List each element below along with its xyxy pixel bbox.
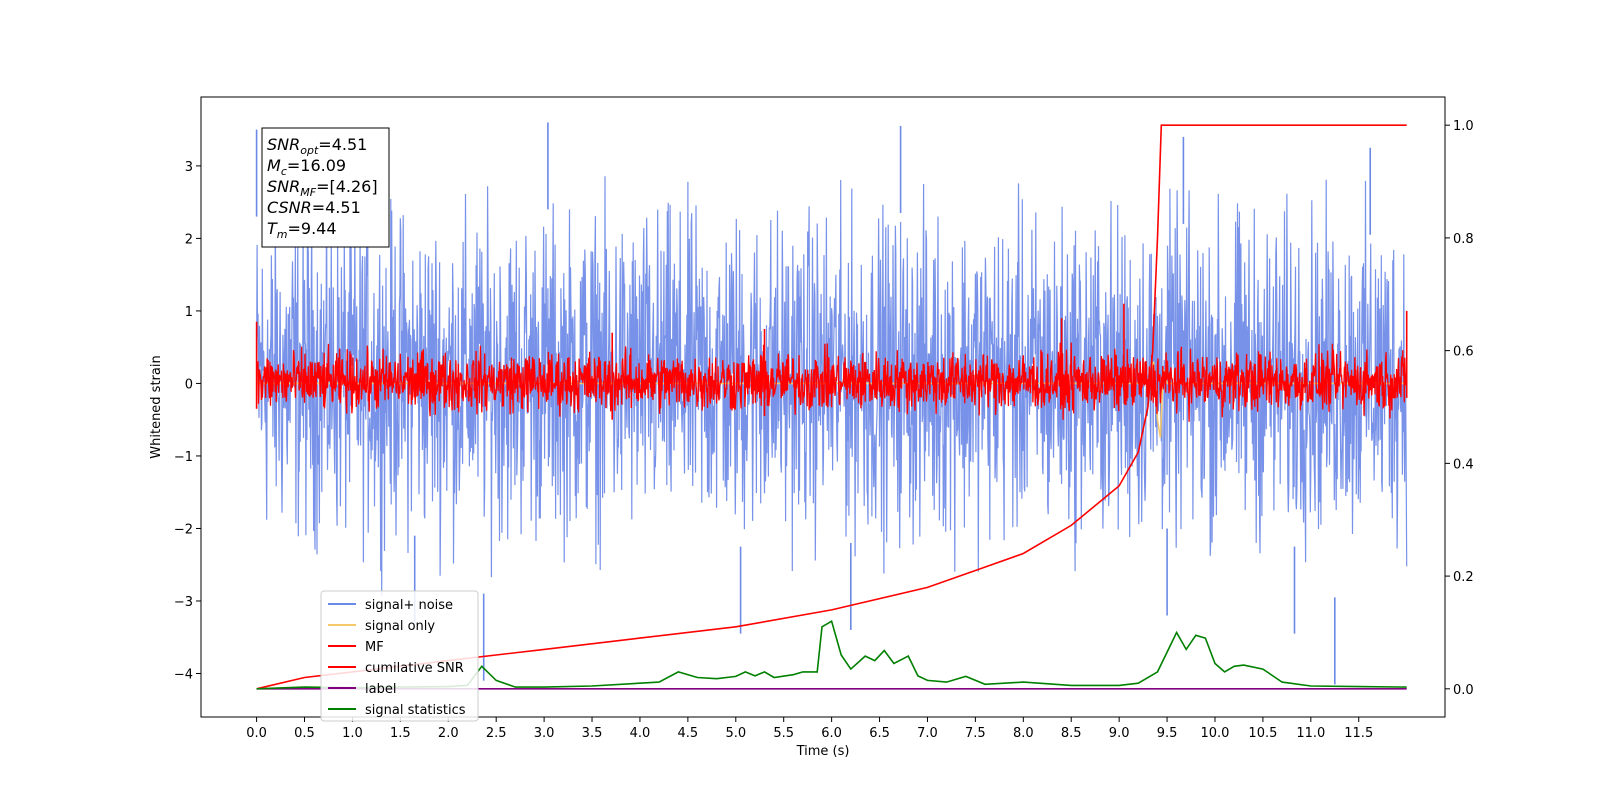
y-tick-label-2: −2 — [174, 522, 193, 537]
info-box: SNRopt=4.51Mc=16.09SNRMF=[4.26]CSNR=4.51… — [261, 127, 390, 248]
x-tick-label-2: 1.0 — [342, 726, 363, 741]
x-tick-label-5: 2.5 — [486, 726, 507, 741]
legend-label-4: label — [365, 682, 396, 697]
series-line-5 — [256, 619, 1407, 690]
y-tick-label-6: 2 — [185, 232, 193, 247]
x-axis-label: Time (s) — [796, 744, 850, 759]
series-line-0 — [256, 168, 1408, 597]
legend: signal+ noise signal only MF cumilative SNR… — [320, 590, 479, 722]
legend-frame — [320, 590, 479, 722]
x-tick-label-10: 5.0 — [725, 726, 746, 741]
y2-tick-label-4: 0.8 — [1453, 232, 1474, 247]
x-tick-label-18: 9.0 — [1109, 726, 1130, 741]
y-tick-label-4: 0 — [185, 377, 193, 392]
y-axis-label: Whitened strain — [149, 355, 164, 458]
info-line-2: SNRMF=[4.26] — [267, 177, 378, 199]
legend-label-2: MF — [365, 640, 384, 655]
legend-label-3: cumilative SNR — [365, 661, 464, 676]
y-tick-label-1: −3 — [174, 595, 193, 610]
y2-tick-label-2: 0.4 — [1453, 457, 1474, 472]
x-tick-label-3: 1.5 — [390, 726, 411, 741]
x-tick-label-22: 11.0 — [1296, 726, 1325, 741]
info-line-0: SNRopt=4.51 — [267, 135, 367, 157]
info-line-1: Mc=16.09 — [267, 156, 346, 178]
x-tick-label-0: 0.0 — [246, 726, 267, 741]
info-line-3: CSNR=4.51 — [267, 198, 361, 217]
y-axis: −4 −3 −2 −1 0 1 2 3 — [174, 160, 201, 682]
x-tick-label-9: 4.5 — [678, 726, 699, 741]
x-tick-label-20: 10.0 — [1201, 726, 1230, 741]
x-tick-label-6: 3.0 — [534, 726, 555, 741]
legend-label-1: signal only — [365, 619, 435, 634]
y-tick-label-3: −1 — [174, 450, 193, 465]
series-line-2 — [255, 342, 1408, 422]
legend-label-5: signal statistics — [365, 703, 466, 718]
x-tick-label-17: 8.5 — [1061, 726, 1082, 741]
x-tick-label-13: 6.5 — [869, 726, 890, 741]
x-tick-label-1: 0.5 — [294, 726, 315, 741]
y2-axis-right: 0.0 0.2 0.4 0.6 0.8 1.0 — [1445, 119, 1474, 698]
y2-tick-label-3: 0.6 — [1453, 345, 1474, 360]
x-tick-label-16: 8.0 — [1013, 726, 1034, 741]
x-tick-label-14: 7.0 — [917, 726, 938, 741]
x-axis: 0.0 0.5 1.0 1.5 2.0 2.5 3.0 3.5 4.0 4.5 5.0 5.5 6.0 6… — [246, 717, 1373, 741]
legend-label-0: signal+ noise — [365, 598, 453, 613]
info-box-frame — [261, 127, 390, 248]
x-tick-label-4: 2.0 — [438, 726, 459, 741]
y2-tick-label-1: 0.2 — [1453, 570, 1474, 585]
y2-tick-label-0: 0.0 — [1453, 683, 1474, 698]
x-tick-label-19: 9.5 — [1157, 726, 1178, 741]
x-tick-label-12: 6.0 — [821, 726, 842, 741]
info-line-4: Tm=9.44 — [267, 219, 337, 241]
x-tick-label-21: 10.5 — [1248, 726, 1277, 741]
x-tick-label-23: 11.5 — [1344, 726, 1373, 741]
x-tick-label-15: 7.5 — [965, 726, 986, 741]
y-tick-label-0: −4 — [174, 667, 193, 682]
y-tick-label-5: 1 — [185, 305, 193, 320]
y-tick-label-7: 3 — [185, 160, 193, 175]
x-tick-label-8: 4.0 — [630, 726, 651, 741]
y2-tick-label-5: 1.0 — [1453, 119, 1474, 134]
x-tick-label-11: 5.5 — [773, 726, 794, 741]
plot-area — [255, 122, 1408, 690]
x-tick-label-7: 3.5 — [582, 726, 603, 741]
axes-frame — [200, 96, 1446, 718]
